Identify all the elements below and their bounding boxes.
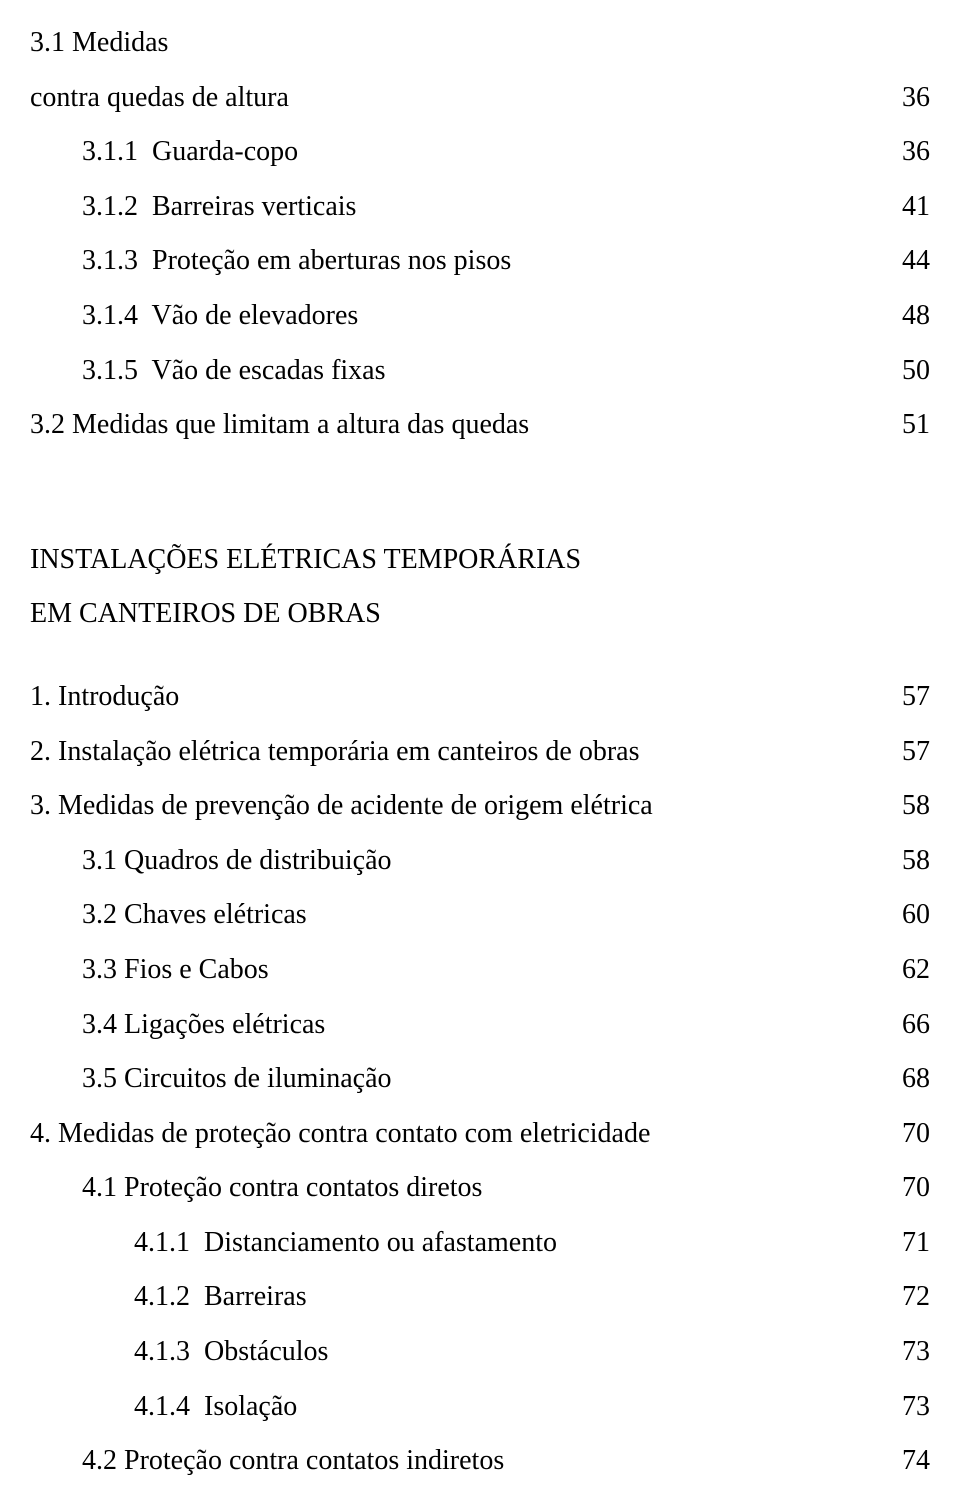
toc-page-number: 58 xyxy=(890,834,930,889)
toc-row: 4.1.3 Obstáculos 73 xyxy=(30,1325,930,1380)
toc-page-number: 62 xyxy=(890,943,930,998)
toc-row: 4.2 Proteção contra contatos indiretos 74 xyxy=(30,1434,930,1489)
toc-label: 3.1.1 Guarda-copo xyxy=(82,125,298,180)
toc-row: 4.1 Proteção contra contatos diretos 70 xyxy=(30,1161,930,1216)
toc-row: 4.1.2 Barreiras 72 xyxy=(30,1270,930,1325)
toc-label: 1. Introdução xyxy=(30,670,179,725)
toc-page-number: 50 xyxy=(890,344,930,399)
section-heading-line2: EM CANTEIROS DE OBRAS xyxy=(30,587,930,642)
section-heading-line1: INSTALAÇÕES ELÉTRICAS TEMPORÁRIAS xyxy=(30,533,930,588)
section-heading: INSTALAÇÕES ELÉTRICAS TEMPORÁRIAS EM CAN… xyxy=(30,533,930,642)
toc-row: 3.4 Ligações elétricas 66 xyxy=(30,998,930,1053)
toc-label: 3.1.5 Vão de escadas fixas xyxy=(82,344,386,399)
toc-page-number: 48 xyxy=(890,289,930,344)
toc-label: 4.1.3 Obstáculos xyxy=(134,1325,328,1380)
toc-page-number: 70 xyxy=(890,1161,930,1216)
toc-page-number: 72 xyxy=(890,1270,930,1325)
toc-label: contra quedas de altura xyxy=(30,71,289,126)
toc-row: 3.1.4 Vão de elevadores 48 xyxy=(30,289,930,344)
toc-page-number: 73 xyxy=(890,1325,930,1380)
toc-row: 3.2 Medidas que limitam a altura das que… xyxy=(30,398,930,453)
toc-block-2: 1. Introdução 57 2. Instalação elétrica te… xyxy=(30,670,930,1489)
toc-page-number: 66 xyxy=(890,998,930,1053)
toc-block-1: 3.1 Medidascontra quedas de altura363.1.… xyxy=(30,16,930,453)
toc-row: 3.3 Fios e Cabos 62 xyxy=(30,943,930,998)
toc-label: 3.1.2 Barreiras verticais xyxy=(82,180,356,235)
toc-label: 3.1.3 Proteção em aberturas nos pisos xyxy=(82,234,511,289)
toc-label: 3.5 Circuitos de iluminação xyxy=(82,1052,392,1107)
toc-row: 3.1.3 Proteção em aberturas nos pisos 44 xyxy=(30,234,930,289)
toc-page-number: 74 xyxy=(890,1434,930,1489)
toc-page-number: 71 xyxy=(890,1216,930,1271)
spacer xyxy=(30,453,930,533)
toc-label: 4. Medidas de proteção contra contato co… xyxy=(30,1107,650,1162)
toc-label: 3.3 Fios e Cabos xyxy=(82,943,269,998)
toc-label: 3.4 Ligações elétricas xyxy=(82,998,325,1053)
toc-row: 3.5 Circuitos de iluminação 68 xyxy=(30,1052,930,1107)
toc-row: 2. Instalação elétrica temporária em can… xyxy=(30,725,930,780)
toc-label: 3.1 Quadros de distribuição xyxy=(82,834,392,889)
toc-row: 3.1 Medidas xyxy=(30,16,930,71)
toc-row: 4.1.1 Distanciamento ou afastamento 71 xyxy=(30,1216,930,1271)
toc-label: 3. Medidas de prevenção de acidente de o… xyxy=(30,779,653,834)
toc-page-number: 51 xyxy=(890,398,930,453)
toc-row: contra quedas de altura 36 xyxy=(30,71,930,126)
toc-row: 3.1 Quadros de distribuição 58 xyxy=(30,834,930,889)
toc-page-number: 41 xyxy=(890,180,930,235)
toc-label: 2. Instalação elétrica temporária em can… xyxy=(30,725,639,780)
toc-row: 1. Introdução 57 xyxy=(30,670,930,725)
toc-row: 3.1.1 Guarda-copo 36 xyxy=(30,125,930,180)
toc-label: 3.1 Medidas xyxy=(30,16,168,71)
toc-page-number: 57 xyxy=(890,725,930,780)
toc-page-number: 36 xyxy=(890,125,930,180)
toc-page-number: 60 xyxy=(890,888,930,943)
toc-label: 4.1.2 Barreiras xyxy=(134,1270,307,1325)
toc-page-number: 68 xyxy=(890,1052,930,1107)
toc-label: 4.1.4 Isolação xyxy=(134,1380,297,1435)
toc-row: 4. Medidas de proteção contra contato co… xyxy=(30,1107,930,1162)
toc-label: 4.1.1 Distanciamento ou afastamento xyxy=(134,1216,557,1271)
toc-page-number: 58 xyxy=(890,779,930,834)
toc-label: 3.2 Chaves elétricas xyxy=(82,888,307,943)
toc-page-number: 36 xyxy=(890,71,930,126)
toc-row: 3. Medidas de prevenção de acidente de o… xyxy=(30,779,930,834)
spacer xyxy=(30,642,930,670)
toc-label: 3.1.4 Vão de elevadores xyxy=(82,289,358,344)
toc-row: 3.1.5 Vão de escadas fixas 50 xyxy=(30,344,930,399)
toc-label: 4.2 Proteção contra contatos indiretos xyxy=(82,1434,504,1489)
document-page: 3.1 Medidascontra quedas de altura363.1.… xyxy=(0,0,960,1435)
toc-row: 3.2 Chaves elétricas 60 xyxy=(30,888,930,943)
toc-page-number: 57 xyxy=(890,670,930,725)
toc-label: 3.2 Medidas que limitam a altura das que… xyxy=(30,398,529,453)
toc-row: 3.1.2 Barreiras verticais 41 xyxy=(30,180,930,235)
toc-row: 4.1.4 Isolação 73 xyxy=(30,1380,930,1435)
toc-page-number: 73 xyxy=(890,1380,930,1435)
toc-label: 4.1 Proteção contra contatos diretos xyxy=(82,1161,482,1216)
toc-page-number: 44 xyxy=(890,234,930,289)
toc-page-number: 70 xyxy=(890,1107,930,1162)
